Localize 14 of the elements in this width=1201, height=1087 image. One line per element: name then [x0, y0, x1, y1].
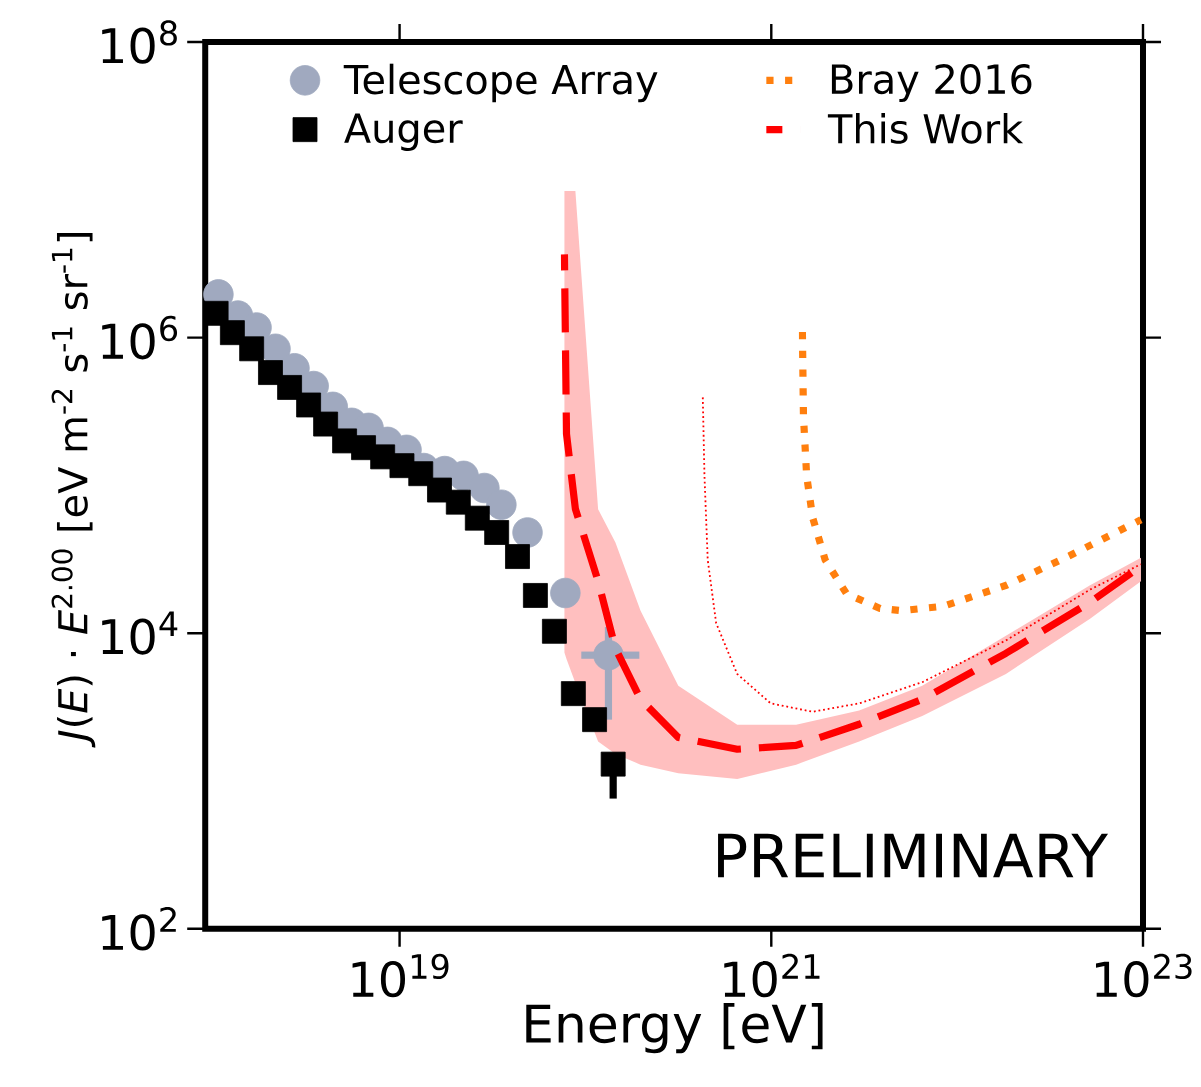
x-tick-label: 10$^{21}$ — [724, 953, 820, 998]
legend-label: Auger — [344, 113, 463, 151]
y-tick-label: 10$^{2}$ — [102, 907, 176, 951]
text: J(E) · E$^{2.00}$ [eV m$^{-2}$ s$^{-1}$ sr$^{-1}$] — [51, 233, 96, 748]
y-tick-label: 10$^{4}$ — [102, 611, 178, 655]
y-tick-label: 10$^{6}$ — [102, 315, 178, 360]
y-tick-label: 10$^{8}$ — [102, 20, 177, 64]
annotation: PRELIMINARY — [718, 833, 1109, 878]
legend-label: This Work — [827, 113, 1024, 144]
legend-label: Bray 2016 — [831, 64, 1032, 102]
legend-label: Telescope Array — [343, 63, 658, 103]
x-axis-title: Energy [eV] — [526, 1003, 823, 1054]
x-tick-label: 10$^{23}$ — [1095, 953, 1192, 998]
x-tick-label: 10$^{19}$ — [352, 953, 449, 998]
